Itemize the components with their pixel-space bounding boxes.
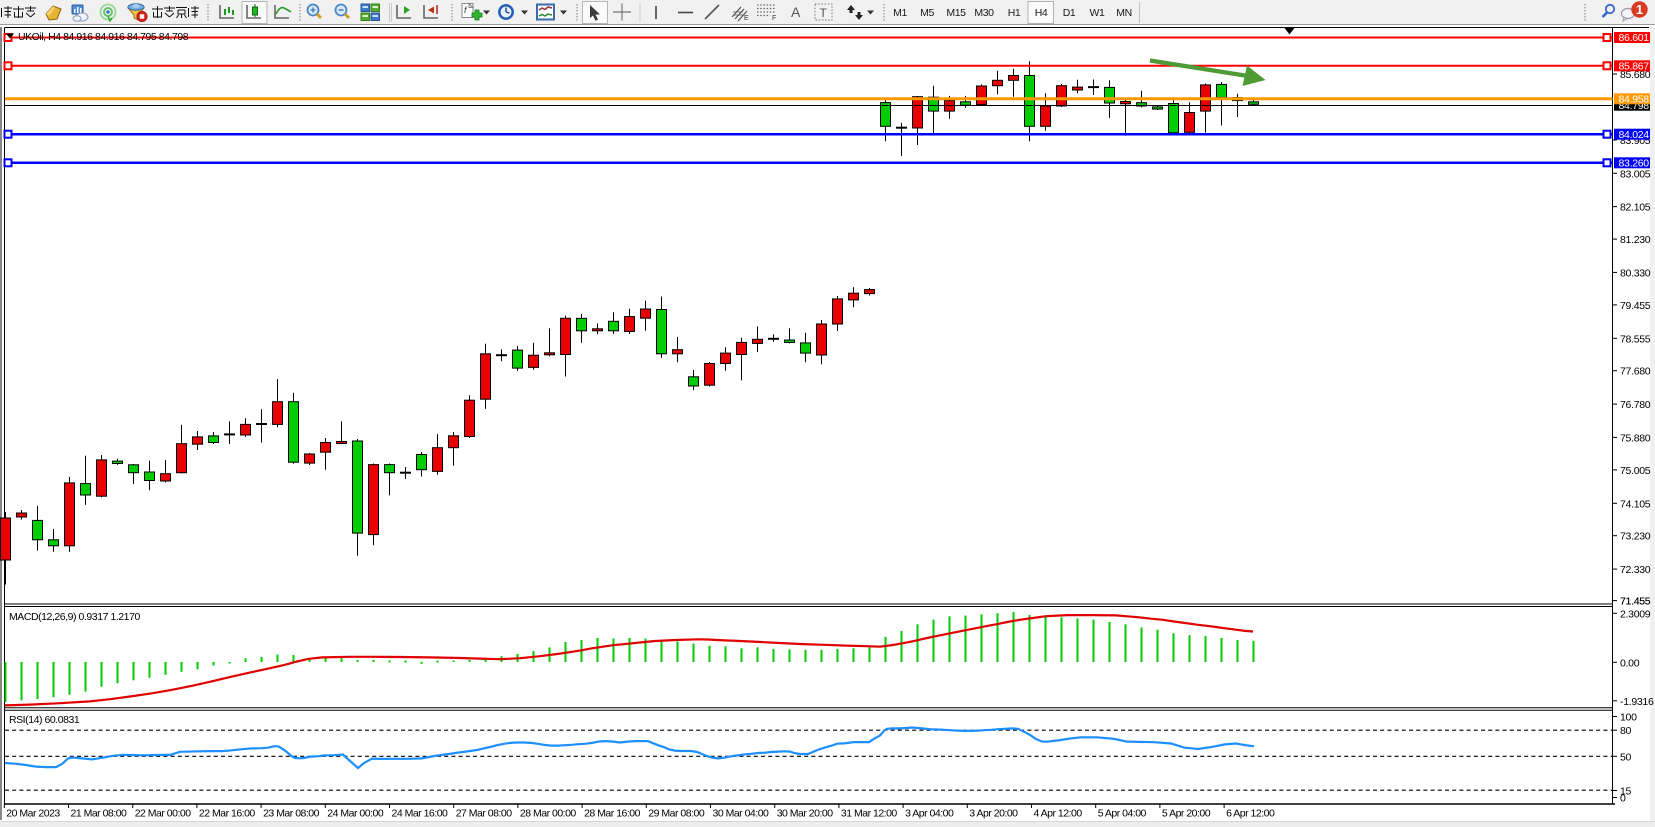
svg-text:MN: MN <box>1116 7 1132 19</box>
svg-text:27 Mar 08:00: 27 Mar 08:00 <box>456 808 513 820</box>
svg-text:M30: M30 <box>974 7 994 19</box>
svg-text:3 Apr 20:00: 3 Apr 20:00 <box>969 808 1018 820</box>
svg-text:73.230: 73.230 <box>1620 531 1651 543</box>
svg-text:71.455: 71.455 <box>1620 596 1651 608</box>
svg-text:MACD(12,26,9) 0.9317 1.2170: MACD(12,26,9) 0.9317 1.2170 <box>9 611 140 623</box>
svg-text:75.880: 75.880 <box>1620 432 1651 444</box>
svg-text:E: E <box>744 15 749 22</box>
svg-text:f: f <box>464 5 468 15</box>
svg-text:74.105: 74.105 <box>1620 498 1651 510</box>
svg-text:M15: M15 <box>946 7 966 19</box>
svg-text:30 Mar 04:00: 30 Mar 04:00 <box>713 808 770 820</box>
svg-text:82.105: 82.105 <box>1620 202 1651 214</box>
svg-text:0.00: 0.00 <box>1620 657 1640 669</box>
svg-text:2.3009: 2.3009 <box>1620 608 1651 620</box>
svg-text:83.005: 83.005 <box>1620 168 1651 180</box>
svg-text:21 Mar 08:00: 21 Mar 08:00 <box>71 808 128 820</box>
svg-text:79.455: 79.455 <box>1620 300 1651 312</box>
svg-text:29 Mar 08:00: 29 Mar 08:00 <box>648 808 705 820</box>
svg-text:22 Mar 16:00: 22 Mar 16:00 <box>199 808 256 820</box>
svg-text:76.780: 76.780 <box>1620 399 1651 411</box>
svg-text:4 Apr 12:00: 4 Apr 12:00 <box>1034 808 1083 820</box>
svg-text:22 Mar 00:00: 22 Mar 00:00 <box>135 808 192 820</box>
svg-text:6 Apr 12:00: 6 Apr 12:00 <box>1226 808 1275 820</box>
svg-text:M5: M5 <box>920 7 934 19</box>
svg-text:15: 15 <box>1620 786 1632 798</box>
svg-text:85.680: 85.680 <box>1620 69 1651 81</box>
svg-text:28 Mar 16:00: 28 Mar 16:00 <box>584 808 641 820</box>
svg-text:30 Mar 20:00: 30 Mar 20:00 <box>777 808 834 820</box>
svg-text:M1: M1 <box>893 7 907 19</box>
svg-text:F: F <box>772 15 776 22</box>
svg-text:72.330: 72.330 <box>1620 564 1651 576</box>
svg-text:80.330: 80.330 <box>1620 267 1651 279</box>
svg-text:H1: H1 <box>1008 7 1021 19</box>
svg-text:71.455: 71.455 <box>1620 596 1651 608</box>
svg-text:W1: W1 <box>1090 7 1106 19</box>
svg-text:H4: H4 <box>1035 7 1048 19</box>
svg-text:80: 80 <box>1620 725 1632 737</box>
svg-text:A: A <box>791 4 801 20</box>
svg-text:83.260: 83.260 <box>1619 158 1650 170</box>
svg-text:20 Mar 2023: 20 Mar 2023 <box>6 808 60 820</box>
svg-text:78.555: 78.555 <box>1620 333 1651 345</box>
svg-text:23 Mar 08:00: 23 Mar 08:00 <box>263 808 320 820</box>
svg-text:5 Apr 20:00: 5 Apr 20:00 <box>1162 808 1211 820</box>
svg-text:84.958: 84.958 <box>1619 94 1650 106</box>
svg-text:50: 50 <box>1620 751 1632 763</box>
svg-text:D1: D1 <box>1063 7 1076 19</box>
svg-text:3 Apr 04:00: 3 Apr 04:00 <box>905 808 954 820</box>
svg-text:100: 100 <box>1620 712 1637 724</box>
svg-text:24 Mar 00:00: 24 Mar 00:00 <box>327 808 384 820</box>
svg-text:85.867: 85.867 <box>1619 61 1650 73</box>
svg-text:5 Apr 04:00: 5 Apr 04:00 <box>1098 808 1147 820</box>
svg-text:77.680: 77.680 <box>1620 366 1651 378</box>
svg-text:28 Mar 00:00: 28 Mar 00:00 <box>520 808 577 820</box>
svg-text:75.005: 75.005 <box>1620 465 1651 477</box>
svg-text:1: 1 <box>1636 2 1643 17</box>
svg-text:0: 0 <box>1620 793 1626 805</box>
svg-text:81.230: 81.230 <box>1620 234 1651 246</box>
svg-text:86.601: 86.601 <box>1619 32 1650 44</box>
svg-text:84.024: 84.024 <box>1619 129 1650 141</box>
svg-text:UKOil, H4 84.916 84.916 84.79: UKOil, H4 84.916 84.916 84.795 84.798 <box>18 31 189 43</box>
svg-text:T: T <box>820 6 828 20</box>
svg-text:RSI(14) 60.0831: RSI(14) 60.0831 <box>9 714 80 726</box>
svg-text:-1.9316: -1.9316 <box>1620 696 1654 708</box>
svg-text:31 Mar 12:00: 31 Mar 12:00 <box>841 808 898 820</box>
svg-text:24 Mar 16:00: 24 Mar 16:00 <box>392 808 449 820</box>
